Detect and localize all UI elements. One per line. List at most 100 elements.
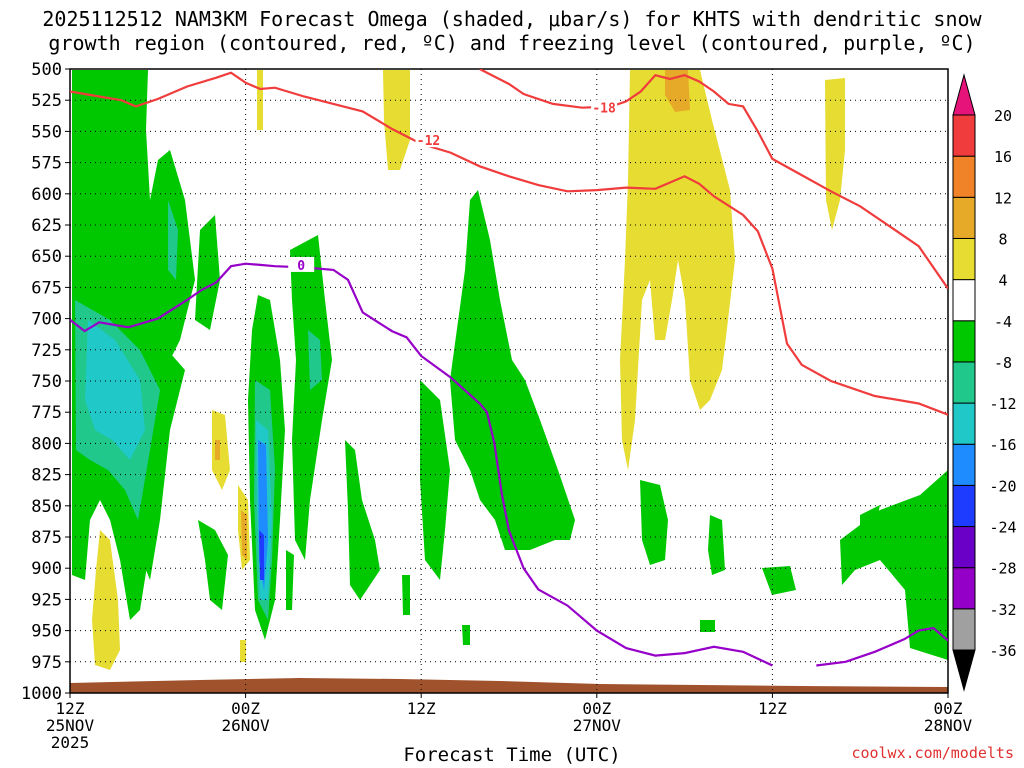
colorbar-top-triangle (952, 73, 976, 116)
colorbar-label: -8 (994, 354, 1012, 372)
omega-green-region (450, 190, 575, 550)
omega-yellow-region (620, 70, 735, 470)
y-tick-label: 850 (31, 497, 62, 517)
omega-green-region (840, 470, 948, 660)
colorbar-bin (952, 279, 976, 322)
omega-green-region (860, 505, 880, 535)
colorbar-bin (952, 526, 976, 569)
colorbar-bin (952, 237, 976, 281)
omega-green-region (195, 215, 220, 330)
omega-green-region (286, 550, 294, 610)
x-tick-label: 00Z (231, 699, 260, 718)
contour-line (479, 69, 948, 290)
colorbar-label: 8 (998, 230, 1007, 248)
y-tick-label: 600 (31, 185, 62, 205)
colorbar-bin (952, 402, 976, 445)
colorbar-bin (952, 484, 976, 528)
y-tick-label: 925 (31, 590, 62, 610)
chart-title-line1: 2025112512 NAM3KM Forecast Omega (shaded… (42, 7, 982, 31)
colorbar-label: 20 (994, 107, 1012, 125)
colorbar-bin (952, 114, 976, 157)
omega-yellow-region (240, 640, 246, 662)
y-tick-label: 650 (31, 247, 62, 267)
omega-yellow-region (92, 530, 120, 670)
colorbar-label: 16 (994, 148, 1012, 166)
omega-green-region (345, 440, 380, 600)
colorbar-bin (952, 608, 976, 651)
omega-yellow-region (825, 78, 845, 230)
contour-label-bg (591, 99, 618, 115)
y-tick-label: 975 (31, 653, 62, 673)
contour-label: 0 (297, 259, 305, 274)
y-tick-label: 750 (31, 372, 62, 392)
y-tick-label: 625 (31, 216, 62, 236)
colorbar-label: -4 (994, 313, 1012, 331)
colorbar-label: -16 (989, 436, 1016, 454)
omega-green-region (640, 480, 668, 565)
y-tick-label: 875 (31, 528, 62, 548)
x-tick-label: 12Z (407, 699, 436, 718)
y-tick-label: 800 (31, 434, 62, 454)
colorbar-label: -20 (989, 477, 1016, 495)
chart-title-line2: growth region (contoured, red, ºC) and f… (48, 31, 976, 55)
y-tick-label: 775 (31, 403, 62, 423)
colorbar-bin (952, 320, 976, 363)
x-tick-label: 00Z (934, 699, 963, 718)
y-tick-label: 525 (31, 91, 62, 111)
x-tick-label: 12Z (758, 699, 787, 718)
omega-green-region (402, 575, 410, 615)
contour-line (70, 262, 773, 667)
colorbar-bin (952, 155, 976, 198)
credit-text: coolwx.com/modelts (851, 744, 1014, 762)
omega-orange-region (215, 440, 220, 460)
x-tick-year-label: 2025 (51, 733, 90, 752)
omega-green-region (290, 235, 332, 560)
omega-teal-region (308, 330, 322, 390)
contour-label: -12 (417, 134, 440, 149)
omega-green-region (700, 620, 715, 632)
colorbar-label: 12 (994, 189, 1012, 207)
colorbar-bin (952, 567, 976, 610)
omega-green-region (462, 625, 470, 645)
colorbar-bin (952, 196, 976, 239)
y-tick-label: 825 (31, 466, 62, 486)
omega-green-region (762, 566, 796, 595)
y-tick-label: 700 (31, 310, 62, 330)
x-tick-date-label: 28NOV (924, 716, 973, 735)
y-tick-label: 725 (31, 341, 62, 361)
omega-green-region (198, 520, 228, 610)
colorbar-bin (952, 443, 976, 486)
colorbar-label: -28 (989, 560, 1016, 578)
colorbar-bin (952, 361, 976, 404)
terrain-band (70, 678, 948, 693)
omega-yellow-region (212, 410, 230, 490)
colorbar-bottom-triangle (952, 649, 976, 692)
omega-darkblue-region (259, 530, 264, 580)
x-tick-label: 00Z (582, 699, 611, 718)
x-tick-date-label: 26NOV (222, 716, 271, 735)
y-tick-label: 550 (31, 122, 62, 142)
omega-shading (70, 70, 948, 693)
omega-green-region (708, 515, 725, 575)
y-tick-label: 950 (31, 622, 62, 642)
colorbar-label: 4 (998, 272, 1007, 290)
omega-cyan-region (85, 320, 145, 460)
y-tick-label: 675 (31, 278, 62, 298)
omega-orange-region (665, 70, 690, 112)
omega-green-region (420, 380, 450, 580)
omega-yellow-region (383, 70, 410, 170)
y-tick-label: 500 (31, 60, 62, 80)
x-tick-date-label: 27NOV (573, 716, 622, 735)
colorbar-label: -32 (989, 601, 1016, 619)
contour-label-bg (288, 256, 315, 272)
colorbar-label: -12 (989, 395, 1016, 413)
contour-label-bg (415, 132, 442, 148)
x-axis-label: Forecast Time (UTC) (403, 744, 621, 766)
contour-label: -18 (592, 102, 616, 117)
y-tick-label: 1000 (21, 684, 62, 704)
x-tick-label: 12Z (56, 699, 85, 718)
colorbar-label: -24 (989, 519, 1016, 537)
omega-orange-region (241, 510, 247, 560)
contour-line (816, 626, 948, 667)
